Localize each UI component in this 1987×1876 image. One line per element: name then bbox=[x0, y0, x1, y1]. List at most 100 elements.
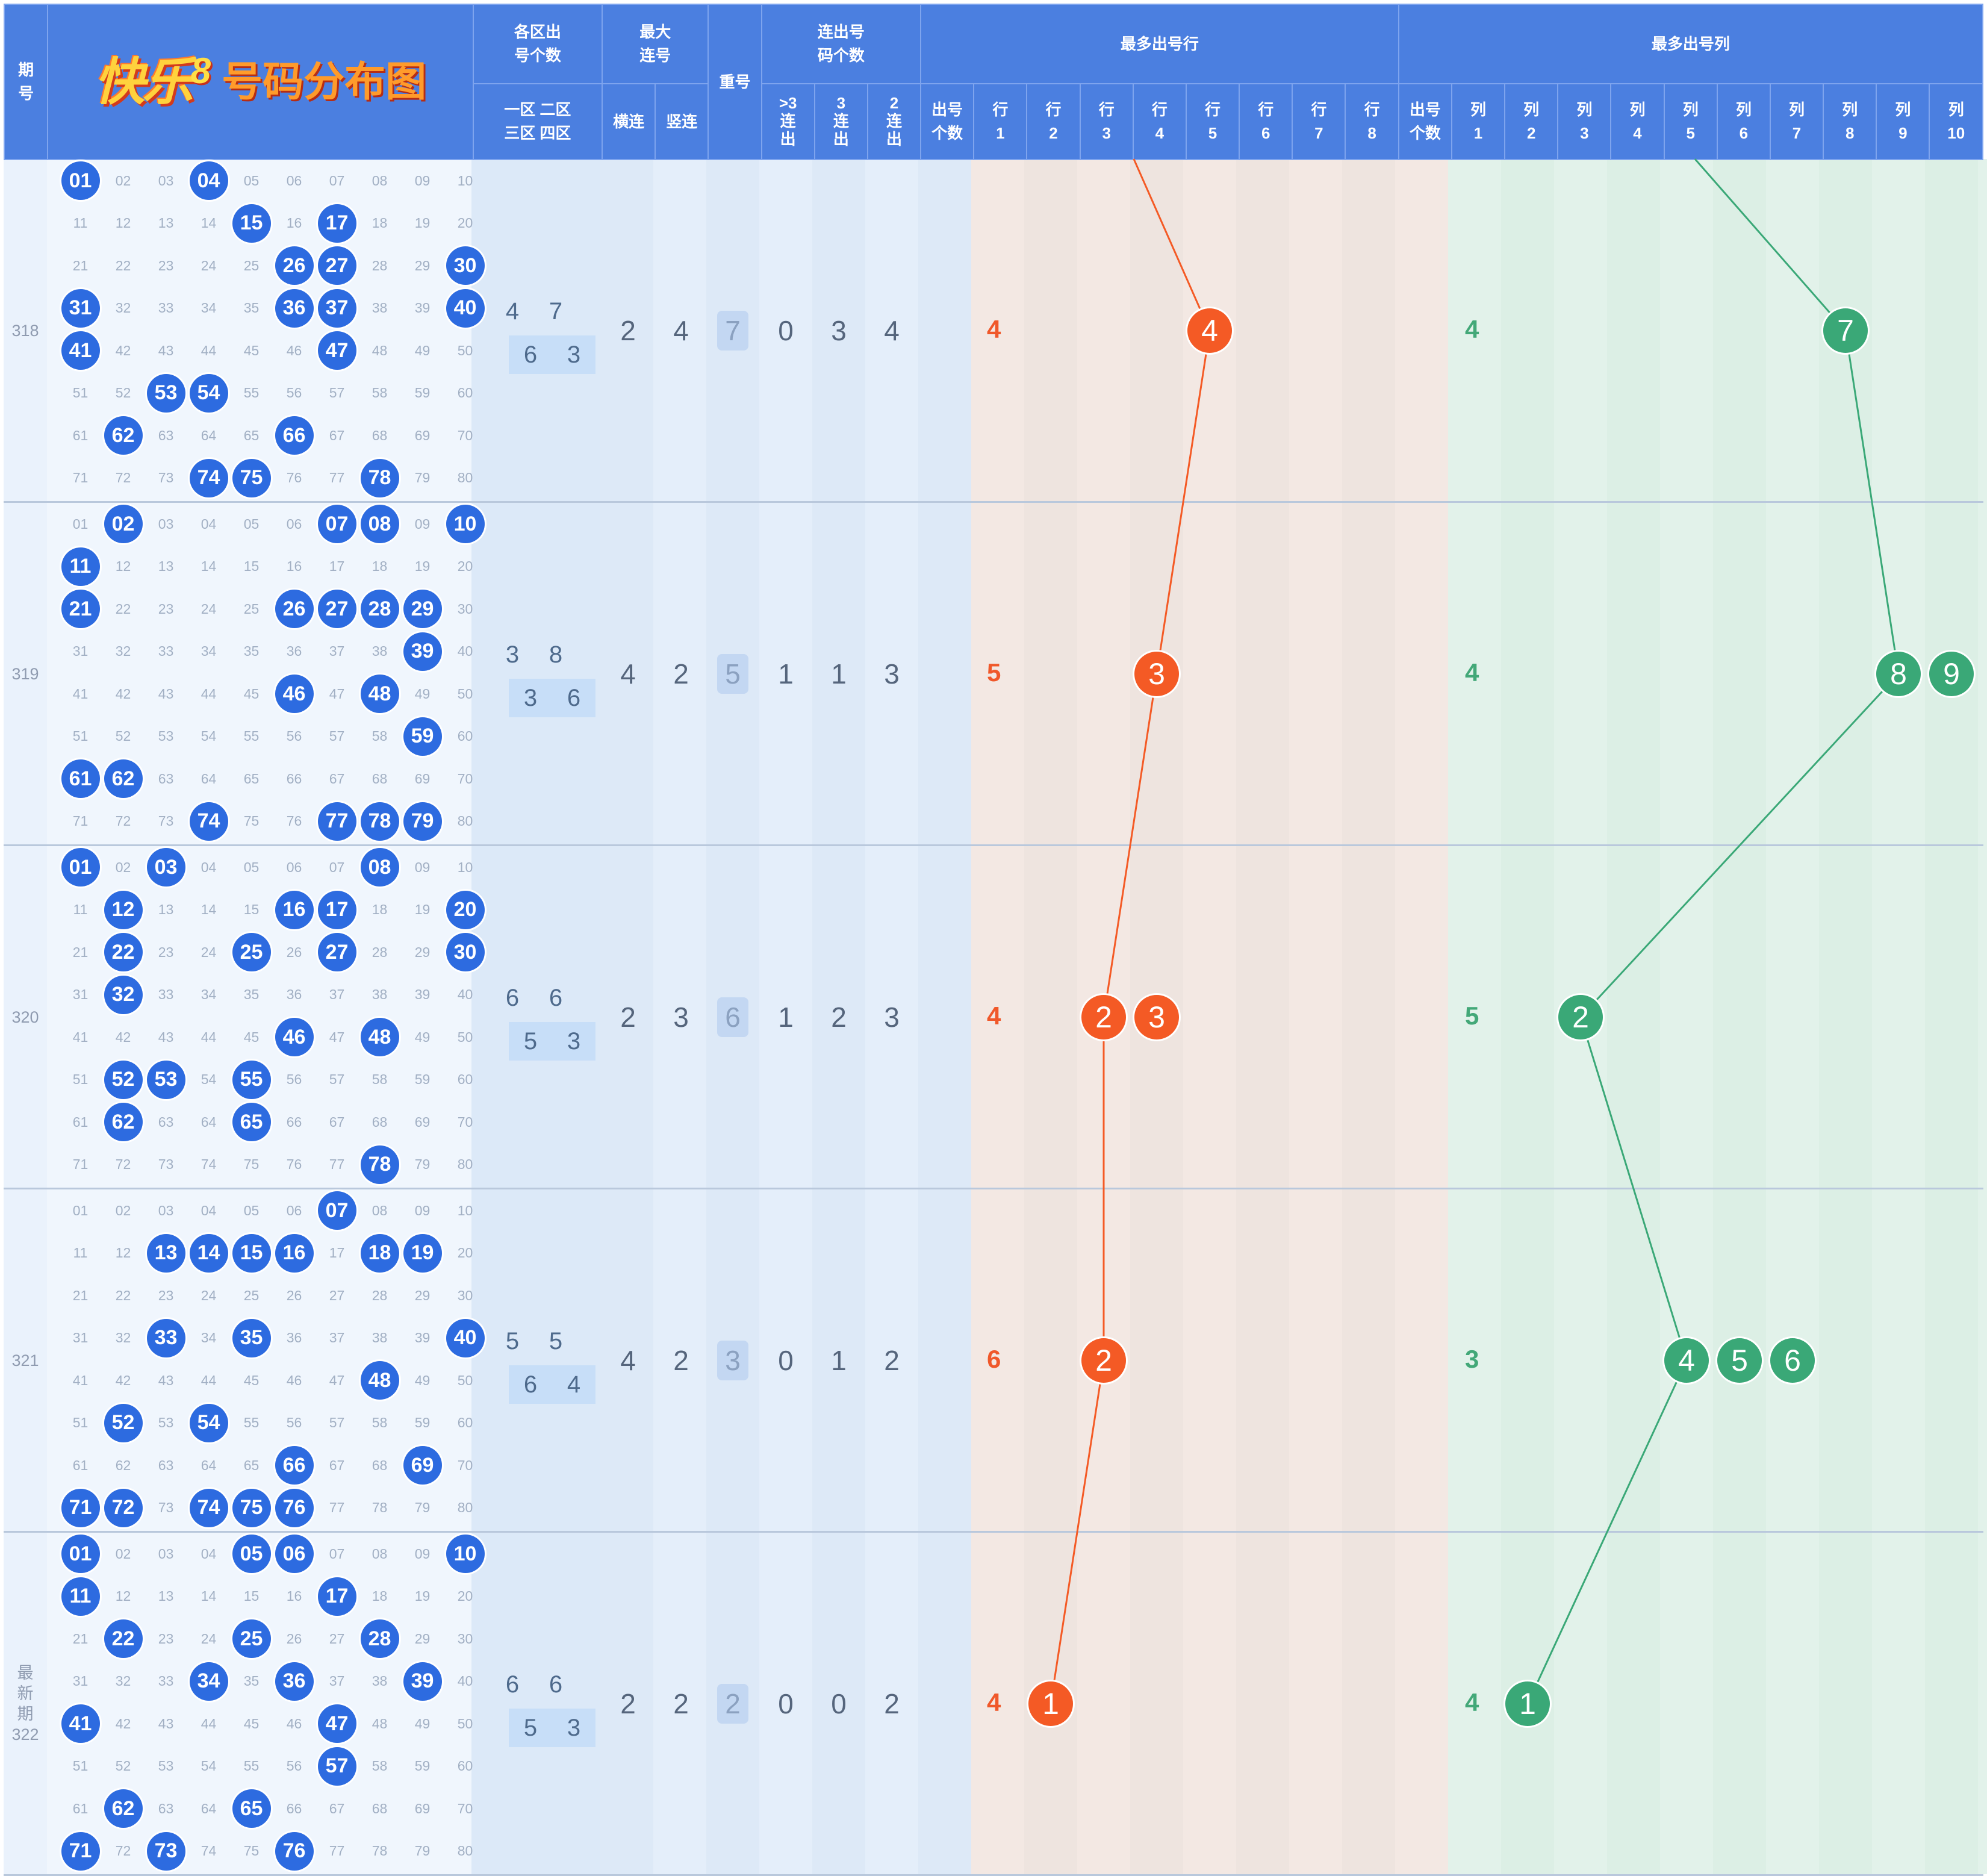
drawn-number: 57 bbox=[317, 1747, 356, 1786]
zone-count: 6 bbox=[505, 984, 520, 1011]
drawn-number: 33 bbox=[146, 1318, 185, 1357]
stat-c2: 3 bbox=[884, 1002, 900, 1033]
period-label: 318 bbox=[11, 322, 39, 340]
stat-gt3: 0 bbox=[778, 315, 794, 346]
number-cell: 06 bbox=[286, 516, 302, 532]
most-col-marker: 7 bbox=[1823, 308, 1868, 353]
number-cell: 03 bbox=[158, 516, 174, 532]
number-cell: 76 bbox=[286, 813, 302, 829]
drawn-number: 71 bbox=[61, 1488, 100, 1527]
drawn-number: 41 bbox=[61, 331, 100, 370]
number-cell: 72 bbox=[115, 470, 131, 485]
number-cell: 65 bbox=[243, 770, 260, 787]
drawn-number: 01 bbox=[61, 848, 100, 887]
drawn-number: 66 bbox=[275, 416, 314, 455]
number-cell: 57 bbox=[329, 728, 345, 744]
number-cell: 42 bbox=[115, 1372, 131, 1388]
number-cell: 03 bbox=[158, 1545, 174, 1562]
number-cell: 28 bbox=[372, 1287, 388, 1303]
number-cell: 71 bbox=[72, 1156, 89, 1172]
number-cell: 24 bbox=[201, 600, 217, 617]
number-cell: 54 bbox=[201, 1758, 217, 1774]
most-col-marker: 6 bbox=[1770, 1338, 1815, 1383]
drawn-number: 18 bbox=[360, 1233, 399, 1273]
number-cell: 60 bbox=[457, 1758, 473, 1774]
period-row: 319 01 02 03 04 05 06 07 08 09 10 11 12 13 14 15 16 17 18 1… bbox=[4, 502, 1983, 846]
repeat-count: 2 bbox=[717, 1684, 748, 1724]
zone-count: 6 bbox=[505, 1671, 520, 1698]
number-cell: 67 bbox=[329, 770, 345, 787]
number-cell: 48 bbox=[372, 342, 388, 358]
drawn-number: 05 bbox=[232, 1535, 271, 1573]
number-cell: 54 bbox=[201, 728, 217, 744]
drawn-number: 07 bbox=[317, 1191, 356, 1230]
number-cell: 48 bbox=[372, 1715, 388, 1731]
number-cell: 64 bbox=[201, 1114, 217, 1130]
number-cell: 19 bbox=[414, 558, 431, 574]
drawn-number: 10 bbox=[446, 1535, 485, 1573]
number-cell: 30 bbox=[457, 1630, 473, 1647]
number-cell: 74 bbox=[201, 1156, 217, 1172]
header-zone-sub: 一区 二区 三区 四区 bbox=[472, 83, 603, 160]
drawn-number: 76 bbox=[275, 1488, 314, 1527]
number-cell: 36 bbox=[286, 986, 302, 1002]
number-cell: 29 bbox=[414, 257, 431, 273]
number-cell: 80 bbox=[457, 1843, 473, 1859]
number-cell: 80 bbox=[457, 1500, 473, 1515]
number-cell: 63 bbox=[158, 427, 174, 443]
number-cell: 24 bbox=[201, 1630, 217, 1647]
kuaile8-logo: 快乐 8 号码分布图 bbox=[47, 4, 474, 160]
number-cell: 32 bbox=[115, 300, 131, 316]
row-hit-count: 5 bbox=[987, 658, 1001, 687]
zone-count: 7 bbox=[549, 298, 563, 325]
number-cell: 70 bbox=[457, 1457, 473, 1473]
drawn-number: 01 bbox=[61, 161, 100, 200]
number-cell: 18 bbox=[372, 902, 388, 917]
number-cell: 49 bbox=[414, 1372, 431, 1388]
number-cell: 64 bbox=[201, 427, 217, 443]
period-separator bbox=[4, 501, 1983, 503]
number-cell: 63 bbox=[158, 770, 174, 787]
repeat-count: 3 bbox=[717, 1341, 748, 1380]
number-cell: 78 bbox=[372, 1500, 388, 1515]
number-cell: 43 bbox=[158, 685, 174, 702]
drawn-number: 11 bbox=[61, 547, 100, 586]
stat-gt3: 1 bbox=[778, 658, 794, 690]
period-label: 最 新 期 322 bbox=[11, 1664, 39, 1744]
number-cell: 40 bbox=[457, 986, 473, 1002]
drawn-number: 03 bbox=[146, 848, 185, 887]
number-cell: 20 bbox=[457, 1588, 473, 1604]
stat-column-band bbox=[759, 159, 812, 1874]
drawn-number: 39 bbox=[403, 1662, 442, 1701]
number-cell: 42 bbox=[115, 1029, 131, 1045]
drawn-number: 31 bbox=[61, 288, 100, 328]
number-cell: 47 bbox=[329, 1372, 345, 1388]
number-cell: 37 bbox=[329, 986, 345, 1002]
drawn-number: 40 bbox=[446, 1318, 485, 1357]
number-cell: 73 bbox=[158, 1500, 174, 1515]
stat-vert: 3 bbox=[673, 1002, 689, 1033]
number-cell: 41 bbox=[72, 685, 89, 702]
number-cell: 73 bbox=[158, 1156, 174, 1172]
drawn-number: 27 bbox=[317, 246, 356, 285]
number-cell: 68 bbox=[372, 1114, 388, 1130]
header-consecutive-count: 连出号 码个数 bbox=[760, 4, 922, 84]
number-cell: 18 bbox=[372, 558, 388, 574]
drawn-number: 46 bbox=[275, 675, 314, 713]
repeat-count: 5 bbox=[717, 654, 748, 694]
number-cell: 58 bbox=[372, 385, 388, 400]
header-col-4: 列 4 bbox=[1610, 83, 1665, 160]
drawn-number: 26 bbox=[275, 246, 314, 285]
number-cell: 57 bbox=[329, 1415, 345, 1430]
number-cell: 80 bbox=[457, 470, 473, 485]
number-cell: 59 bbox=[414, 385, 431, 400]
number-cell: 50 bbox=[457, 1715, 473, 1731]
number-cell: 31 bbox=[72, 643, 89, 659]
drawn-number: 61 bbox=[61, 759, 100, 798]
number-cell: 79 bbox=[414, 1843, 431, 1859]
number-cell: 80 bbox=[457, 1156, 473, 1172]
number-cell: 70 bbox=[457, 770, 473, 787]
number-cell: 38 bbox=[372, 300, 388, 316]
most-row-marker: 1 bbox=[1028, 1681, 1073, 1726]
number-cell: 30 bbox=[457, 600, 473, 617]
